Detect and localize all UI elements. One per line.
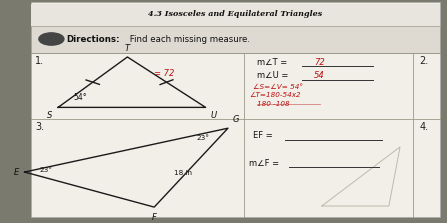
Text: ∠S=∠V= 54°: ∠S=∠V= 54° <box>253 84 303 90</box>
Text: ∠T=180-54x2: ∠T=180-54x2 <box>249 92 301 98</box>
Text: m∠U =: m∠U = <box>257 71 291 80</box>
Text: Directions:: Directions: <box>66 35 120 43</box>
Text: 23°: 23° <box>197 135 210 141</box>
Text: F: F <box>152 213 156 222</box>
Text: S: S <box>47 111 53 120</box>
Text: 54: 54 <box>314 71 325 80</box>
Text: E: E <box>14 167 19 177</box>
Text: 54°: 54° <box>74 93 87 102</box>
Text: 18 in: 18 in <box>174 170 192 176</box>
Text: 4.: 4. <box>419 122 428 132</box>
Text: 72: 72 <box>314 58 325 67</box>
Text: 3.: 3. <box>35 122 44 132</box>
Text: 180 -108: 180 -108 <box>257 101 290 107</box>
Text: EF =: EF = <box>253 131 275 140</box>
Circle shape <box>39 33 64 45</box>
Text: = 72: = 72 <box>154 69 175 78</box>
Text: 1.: 1. <box>35 56 44 66</box>
Text: 2.: 2. <box>419 56 429 66</box>
Bar <box>31 26 440 53</box>
Bar <box>31 4 440 26</box>
Text: m∠T =: m∠T = <box>257 58 290 67</box>
Text: Find each missing measure.: Find each missing measure. <box>127 35 249 43</box>
Text: G: G <box>232 115 239 124</box>
Text: 4.3 Isosceles and Equilateral Triangles: 4.3 Isosceles and Equilateral Triangles <box>148 10 322 18</box>
Text: U: U <box>210 111 216 120</box>
Text: m∠F =: m∠F = <box>249 159 282 168</box>
Text: T: T <box>125 44 130 53</box>
Text: 23°: 23° <box>39 167 52 173</box>
